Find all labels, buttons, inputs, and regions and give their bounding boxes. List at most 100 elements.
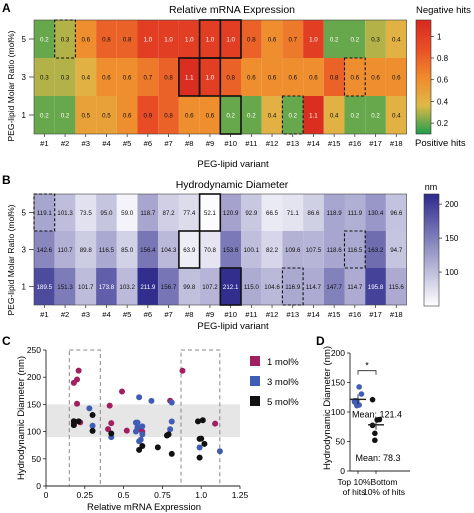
hmB-cell-value: 212.1 — [223, 284, 239, 291]
hmB-cell-value: 189.5 — [37, 284, 53, 291]
scatter-c-point — [89, 427, 96, 434]
legend-swatch — [250, 396, 260, 406]
hmB-cell — [241, 194, 262, 231]
scatter-d-y-tick-label: 100 — [331, 407, 345, 417]
hmB-col-label: #12 — [266, 310, 279, 319]
hmA-cell-value: 0.4 — [392, 113, 401, 120]
hmA-cell-value: 0.3 — [61, 37, 70, 44]
scatter-d-x-label: of hits — [343, 487, 366, 497]
scatter-c-x-tick-label: 1.25 — [232, 490, 249, 500]
hmA-cell-value: 0.4 — [81, 75, 90, 82]
hmA-solid-box — [198, 57, 222, 97]
hmB-cell-value: 116.5 — [347, 247, 363, 254]
scatter-c-legend: 1 mol% 3 mol% 5 mol% — [250, 356, 299, 408]
hmB-cell — [303, 231, 324, 268]
hmB-cell-value: 77.4 — [183, 210, 196, 217]
hmA-cell-value: 0.6 — [288, 75, 297, 82]
hmB-cell — [261, 194, 283, 231]
hmA-cell — [116, 96, 138, 134]
hmB-cell — [261, 268, 283, 305]
hmB-cell-value: 114.7 — [347, 284, 363, 291]
hmB-cell — [261, 231, 283, 268]
hmA-cell-value: 0.2 — [288, 113, 297, 120]
scatter-c-x-tick-label: 0.25 — [77, 490, 94, 500]
hmB-cell — [385, 194, 407, 231]
hmA-cell — [137, 58, 159, 96]
scatter-d-ylabel: Hydrodynamic Diameter (nm) — [322, 346, 333, 470]
hmA-cell — [323, 58, 345, 96]
hmB-cell-value: 119.1 — [37, 210, 53, 217]
hmB-cell — [199, 231, 221, 268]
scatter-c-x-tick-label: 0.75 — [154, 490, 171, 500]
hmA-cell — [158, 96, 179, 134]
colorbar-a-tick-label: 0.6 — [437, 76, 449, 85]
scatter-c-point — [89, 422, 96, 429]
hmB-cell — [54, 268, 76, 305]
hmB-col-label: #11 — [245, 310, 257, 319]
hmB-cell — [323, 268, 345, 305]
scatter-d-mean-label: Mean: 78.3 — [355, 453, 400, 463]
scatter-c-point — [70, 422, 77, 429]
hmB-cell — [178, 194, 200, 231]
hmB-cell-value: 70.8 — [204, 247, 217, 254]
hmB-cell — [158, 268, 179, 305]
hmA-cell — [34, 20, 55, 58]
hmA-row-label: 1 — [22, 111, 27, 120]
hmB-cell-value: 151.3 — [57, 284, 73, 291]
scatter-d-y-tick-label: 50 — [336, 437, 346, 447]
scatter-d-point — [372, 430, 378, 437]
scatter-d-point — [376, 416, 383, 423]
hmA-cell-value: 0.7 — [288, 37, 297, 44]
panel-label-b: B — [2, 173, 11, 187]
hmA-cell-value: 0.2 — [351, 37, 360, 44]
heatmap-b-xlabel: PEG-lipid variant — [197, 321, 269, 332]
hmA-col-label: #9 — [206, 139, 214, 148]
scatter-c-point — [74, 400, 81, 407]
hmB-cell — [199, 194, 221, 231]
scatter-d-point — [358, 391, 365, 397]
hmA-cell — [385, 20, 407, 58]
hmA-cell — [303, 58, 324, 96]
significance-marker: * — [365, 361, 369, 371]
hmA-cell-value: 0.8 — [330, 75, 339, 82]
hmA-cell-value: 1.0 — [206, 75, 215, 82]
hmA-col-label: #8 — [185, 139, 193, 148]
heatmap-a: Relative mRNA Expression PEG-lipid Molar… — [6, 4, 471, 170]
hmB-cell-value: 195.8 — [368, 284, 384, 291]
heatmap-b-title: Hydrodynamic Diameter — [176, 179, 289, 191]
hmA-cell-value: 0.4 — [330, 113, 339, 120]
hmB-cell-value: 116.9 — [285, 284, 301, 291]
scatter-d-point — [372, 437, 378, 444]
hmA-cell — [199, 96, 221, 134]
hmA-cell-value: 0.6 — [268, 37, 277, 44]
legend-label: 3 mol% — [267, 377, 299, 388]
hmB-cell — [75, 194, 97, 231]
scatter-c-point — [136, 394, 143, 401]
significance-bracket — [357, 370, 377, 375]
hmB-solid-box — [219, 267, 242, 306]
hmA-col-label: #14 — [307, 139, 320, 148]
hmB-cell-value: 156.7 — [161, 284, 177, 291]
hmA-cell-value: 0.2 — [330, 37, 339, 44]
hmB-cell — [34, 194, 55, 231]
hmB-cell-value: 92.9 — [245, 210, 258, 217]
hmB-cell — [323, 194, 345, 231]
hmB-cell — [116, 268, 138, 305]
colorbar-b-label: nm — [425, 182, 438, 192]
hmB-cell — [54, 231, 76, 268]
hmB-cell-value: 104.3 — [161, 247, 177, 254]
hmB-cell-value: 111.9 — [348, 210, 363, 217]
hmB-cell — [303, 268, 324, 305]
hmB-cell — [344, 268, 366, 305]
hmB-cell — [282, 231, 304, 268]
hmA-cell — [137, 20, 159, 58]
heatmap-b: Hydrodynamic Diameter PEG-lipid Molar Ra… — [6, 179, 459, 332]
hmA-dashed-box — [54, 19, 76, 59]
scatter-c: 0 50 100 150 200 250 0 0.25 0.5 0.75 1.0 1.25 Hydro… — [16, 345, 299, 513]
hmA-cell — [75, 58, 97, 96]
hmB-cell-value: 94.7 — [390, 247, 403, 254]
hmB-cell — [34, 268, 55, 305]
hmB-cell-value: 211.9 — [140, 284, 156, 291]
colorbar-b-tick-label: 150 — [445, 234, 459, 243]
scatter-d-y-tick-label: 150 — [331, 378, 345, 388]
